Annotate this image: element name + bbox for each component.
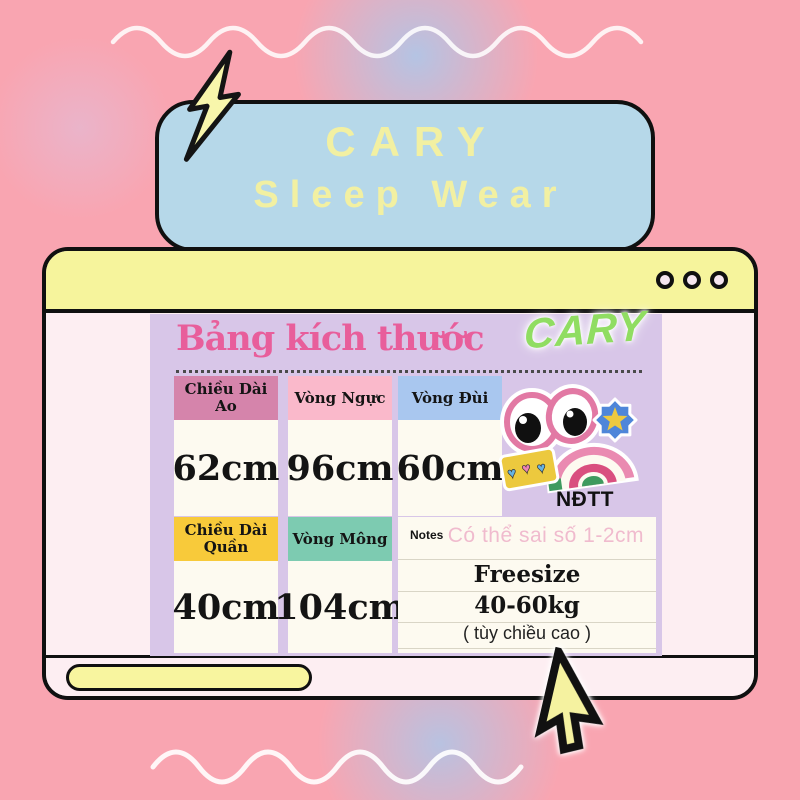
value-vong-nguc: 96cm [286, 420, 394, 516]
header-line: Ao [215, 397, 237, 415]
ruled-line [398, 559, 656, 560]
header-chieu-dai-ao: Chiều Dài Ao [174, 376, 278, 420]
svg-text:♥: ♥ [521, 460, 533, 478]
notes-header: Notes Có thể sai số 1-2cm [398, 524, 656, 548]
hearts-card-icon: ♥ ♥ ♥ [498, 446, 560, 492]
header-chieu-dai-quan: Chiều Dài Quần [174, 517, 278, 561]
dotted-divider [176, 370, 642, 373]
tab-title-line2: Sleep Wear [253, 174, 568, 216]
star-badge-icon [592, 397, 638, 443]
ruled-line [398, 622, 656, 623]
rainbow-icon [547, 442, 639, 494]
header-line: Chiều Dài [184, 521, 268, 540]
wave-squiggle-top-icon [110, 25, 644, 59]
ruled-line [398, 648, 656, 649]
stickers-group: ♥ ♥ ♥ [498, 384, 639, 494]
window-control-dot[interactable] [683, 271, 701, 289]
header-vong-nguc: Vòng Ngực [288, 376, 392, 420]
panel-title: Bảng kích thước [176, 318, 485, 359]
svg-text:♥: ♥ [506, 464, 518, 482]
value-chieu-dai-quan: 40cm [172, 561, 280, 653]
window-titlebar [46, 251, 754, 313]
googly-eyes-icon [500, 384, 603, 456]
value-vong-dui: 60cm [396, 420, 504, 516]
cursor-arrow-icon [534, 645, 604, 755]
initials-badge: NĐTT [556, 488, 614, 511]
notes-height: ( tùy chiều cao ) [462, 623, 592, 643]
ruled-line [398, 591, 656, 592]
notes-label: Notes [409, 528, 444, 542]
notes-cell: Notes Có thể sai số 1-2cm Freesize 40-60… [398, 517, 656, 653]
header-line: Quần [203, 538, 249, 556]
notes-tolerance: Có thể sai số 1-2cm [447, 524, 645, 547]
size-chart-panel: Bảng kích thước CARY Chiều Dài Ao Vòng N… [150, 302, 662, 656]
notes-weight: 40-60kg [474, 592, 580, 619]
lightning-bolt-icon [183, 49, 241, 162]
address-pill[interactable] [66, 664, 312, 691]
window-control-dot[interactable] [656, 271, 674, 289]
header-vong-mong: Vòng Mông [288, 517, 392, 561]
browser-tab: CARY Sleep Wear [155, 100, 655, 252]
window-control-dot[interactable] [710, 271, 728, 289]
svg-text:♥: ♥ [536, 459, 548, 477]
brand-logo: CARY [523, 301, 647, 358]
header-vong-dui: Vòng Đùi [398, 376, 502, 420]
wave-squiggle-bottom-icon [150, 749, 524, 785]
value-vong-mong: 104cm [274, 561, 406, 653]
value-chieu-dai-ao: 62cm [172, 420, 280, 516]
header-line: Chiều Dài [184, 380, 268, 399]
window-bottom-strip [46, 655, 754, 696]
notes-freesize: Freesize [473, 561, 581, 588]
tab-title-line1: CARY [325, 118, 499, 165]
